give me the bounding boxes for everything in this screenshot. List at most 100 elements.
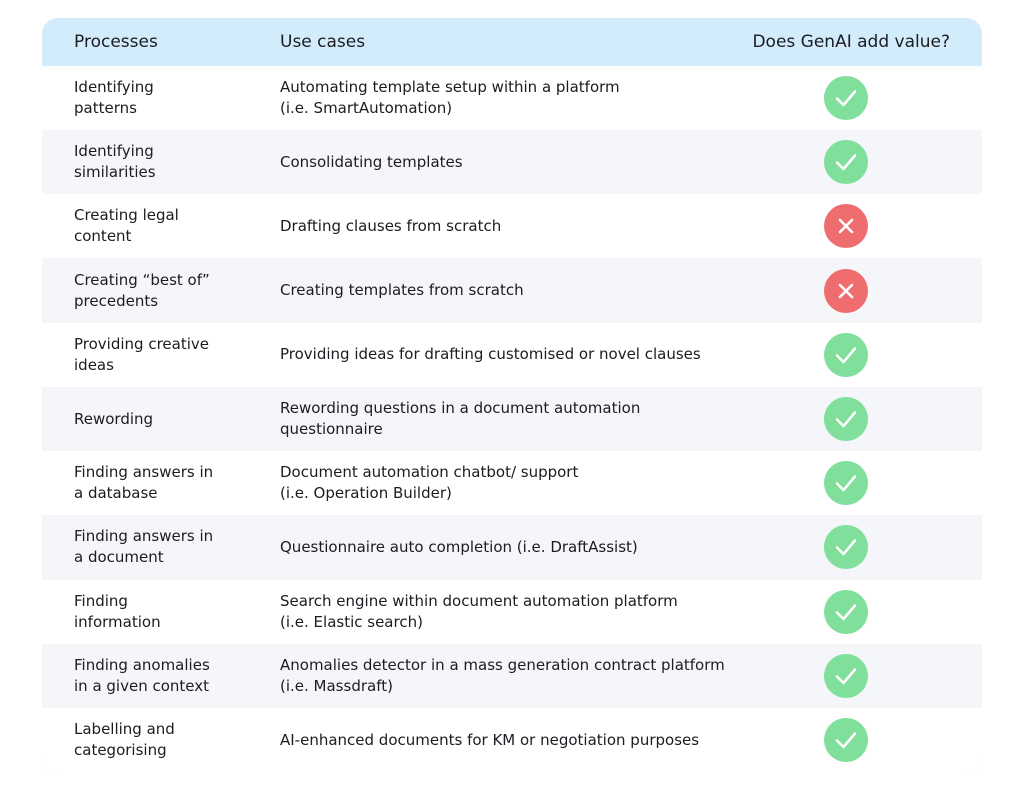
process-cell: Creating legal content [74,194,274,258]
use-case-cell: Drafting clauses from scratch [280,194,800,258]
use-case-cell: Automating template setup within a platf… [280,66,800,130]
icon-circle [824,718,868,762]
cross-mark [838,219,854,234]
process-cell: Finding information [74,580,274,644]
cell-text: Document automation chatbot/ support [280,463,579,482]
use-case-cell: Questionnaire auto completion (i.e. Draf… [280,515,800,579]
cell-text: Rewording questions in a document automa… [280,399,641,417]
cross-icon [824,204,868,249]
cell-text: information [74,612,161,631]
check-mark [835,603,857,620]
check-mark [835,346,857,364]
header-cell: Does GenAI add value? [752,32,950,52]
process-cell: Finding answers in a database [74,451,274,515]
check-mark [835,475,857,492]
cell-text: Creating “best of” [74,270,210,289]
table-row: Rewording Rewording questions in a docume… [42,387,982,451]
check-mark [835,154,857,171]
table-row: Finding answers in a document Questionnair… [42,515,982,579]
check-mark [835,667,857,685]
icon-circle [824,397,868,441]
process-cell: Providing creative ideas [74,323,274,387]
check-mark [835,539,857,556]
cell-text: Finding anomalies [74,655,210,674]
icon-circle [824,76,868,120]
icon-circle [824,461,868,506]
cell-text: Search engine within document automation… [280,591,678,610]
cell-text: categorising [74,741,167,759]
use-case-cell: Search engine within document automation… [280,580,800,644]
cell-text: Finding answers in [74,527,214,546]
cell-text: similarities [74,163,156,182]
check-icon [824,718,868,762]
use-case-cell: AI-enhanced documents for KM or negotiat… [280,708,800,772]
process-cell: Identifying patterns [74,66,274,130]
table-row: Identifying similarities Consolidating tem… [42,130,982,194]
cell-text: questionnaire [280,420,383,438]
check-mark [835,90,857,107]
cell-text: precedents [74,291,159,310]
use-case-cell: Rewording questions in a document automa… [280,387,800,451]
cell-text: Labelling and [74,720,175,738]
use-case-cell: Document automation chatbot/ support (i.e… [280,451,800,515]
use-case-cell: Creating templates from scratch [280,259,800,323]
check-icon [824,525,868,570]
cell-text: Automating template setup within a platf… [280,78,620,96]
table-row: Finding answers in a database Document aut… [42,451,982,516]
table-row: Finding information Search engine within d… [42,579,982,644]
cell-text: Identifying [74,142,154,161]
cell-text: ideas [74,355,114,374]
check-icon [824,589,868,634]
cell-text: (i.e. Elastic search) [280,612,423,631]
cell-text: in a given context [74,676,210,695]
icon-circle [824,525,868,570]
check-mark [835,411,857,428]
cell-text: Creating legal [74,206,179,225]
cell-text: Finding answers in [74,463,214,482]
process-cell: Finding answers in a document [74,515,274,579]
check-icon [824,461,868,506]
table-row: Identifying patterns Automating template s… [42,66,982,130]
cell-text: Consolidating templates [280,152,463,171]
header-cell: Use cases [280,32,366,52]
table-row: Providing creative ideas Providing ideas f… [42,322,982,387]
cell-text: a database [74,484,158,503]
process-cell: Labelling and categorising [74,708,274,772]
table-row: Creating “best of” precedents Creating tem… [42,259,982,323]
cell-text: Providing creative [74,334,209,353]
header-cell: Processes [74,32,158,52]
table-row: Creating legal content Drafting clauses fr… [42,194,982,259]
process-cell: Identifying similarities [74,130,274,194]
cell-text: Identifying [74,78,154,96]
cell-text: (i.e. SmartAutomation) [280,99,453,117]
icon-circle [824,653,868,698]
cell-text: Anomalies detector in a mass generation … [280,655,725,674]
check-icon [824,140,868,185]
cross-mark [838,283,854,298]
process-cell: Rewording [74,387,274,451]
cell-text: Questionnaire auto completion (i.e. Draf… [280,537,638,556]
cell-text: patterns [74,99,137,117]
cell-text: Providing ideas for drafting customised … [280,345,701,364]
table-header: Processes Use cases Does GenAI add value… [42,18,982,66]
cross-icon [824,268,868,313]
icon-circle [824,140,868,185]
table-row: Finding anomalies in a given context Anoma… [42,644,982,708]
check-icon [824,653,868,698]
check-icon [824,332,868,377]
use-case-cell: Anomalies detector in a mass generation … [280,644,800,708]
cell-text: a document [74,548,164,567]
cell-text: Rewording [74,409,154,428]
check-mark [835,732,857,749]
check-icon [824,76,868,120]
icon-circle [824,589,868,634]
process-cell: Finding anomalies in a given context [74,644,274,708]
cell-text: Finding [74,591,128,610]
use-case-cell: Providing ideas for drafting customised … [280,323,800,387]
table-row: Labelling and categorising AI-enhanced doc… [42,708,982,772]
check-icon [824,397,868,441]
cell-text: AI-enhanced documents for KM or negotiat… [280,730,700,749]
process-cell: Creating “best of” precedents [74,259,274,323]
cell-text: (i.e. Operation Builder) [280,484,452,503]
